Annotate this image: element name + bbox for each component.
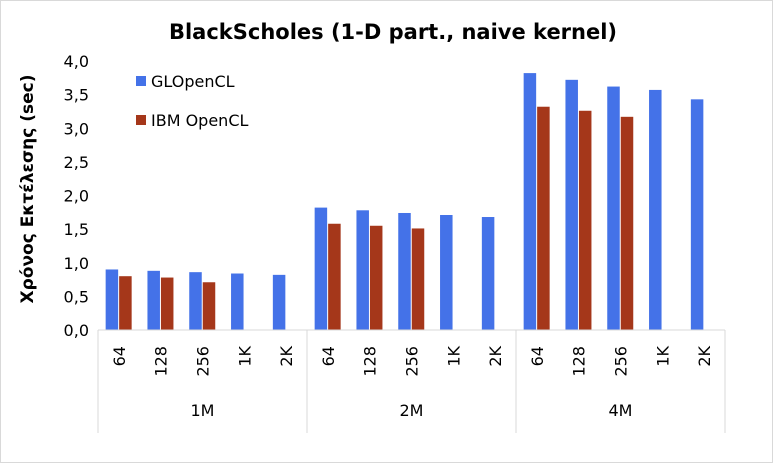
x-tick-label: 256 <box>612 346 631 377</box>
x-tick-label: 128 <box>152 346 171 377</box>
bar-glopencl-4M-2K <box>690 99 704 331</box>
bar-ibm-opencl-4M-64 <box>537 106 550 330</box>
chart-title: BlackScholes (1-D part., naive kernel) <box>169 20 617 44</box>
bar-ibm-opencl-4M-256 <box>620 116 634 330</box>
legend-label-ibm-opencl: IBM OpenCL <box>151 111 248 130</box>
x-tick-label: 128 <box>570 346 589 377</box>
x-tick-label: 64 <box>319 346 338 366</box>
x-tick-label: 1K <box>235 345 254 366</box>
y-tick-label: 2,5 <box>64 153 89 172</box>
x-tick-label: 64 <box>110 346 129 366</box>
bar-glopencl-2M-1K <box>440 215 453 330</box>
y-tick-label: 0,0 <box>64 321 89 340</box>
x-tick-label: 1K <box>653 345 672 366</box>
x-group-label: 1M <box>191 401 215 420</box>
y-axis-label: Χρόνος Εκτέλεσης (sec) <box>18 74 38 303</box>
bar-ibm-opencl-2M-64 <box>328 223 341 330</box>
bar-glopencl-2M-2K <box>481 217 495 330</box>
x-tick-label: 2K <box>277 345 296 366</box>
y-axis-ticks: 0,0 0,5 1,0 1,5 2,0 2,5 3,0 3,5 4,0 <box>64 52 89 340</box>
x-tick-label: 2K <box>695 345 714 366</box>
bar-ibm-opencl-4M-128 <box>578 110 592 330</box>
y-tick-label: 0,5 <box>64 287 89 306</box>
bar-glopencl-4M-256 <box>607 86 620 331</box>
bar-ibm-opencl-1M-256 <box>202 282 216 330</box>
bar-glopencl-1M-256 <box>189 272 202 330</box>
bar-glopencl-2M-128 <box>356 210 369 330</box>
bar-glopencl-1M-128 <box>147 270 160 330</box>
x-tick-label: 256 <box>403 346 422 377</box>
legend: GLOpenCL IBM OpenCL <box>136 72 248 130</box>
y-tick-label: 4,0 <box>64 52 89 71</box>
x-tick-label: 2K <box>486 345 505 366</box>
bar-glopencl-1M-1K <box>231 273 244 330</box>
x-tick-label: 128 <box>361 346 380 377</box>
y-tick-label: 1,5 <box>64 220 89 239</box>
y-tick-label: 3,0 <box>64 119 89 138</box>
bar-glopencl-1M-2K <box>272 274 286 330</box>
bar-glopencl-2M-256 <box>398 212 411 330</box>
legend-label-glopencl: GLOpenCL <box>151 72 235 91</box>
bar-ibm-opencl-1M-128 <box>160 277 174 330</box>
bar-ibm-opencl-1M-64 <box>119 276 132 330</box>
bar-glopencl-4M-64 <box>523 73 537 330</box>
y-tick-label: 1,0 <box>64 254 89 273</box>
bar-glopencl-4M-1K <box>649 89 662 330</box>
x-group-label: 4M <box>609 401 633 420</box>
x-axis: 64 128 256 1K 2K 1M 64 128 256 1K 2K 2M 64 128 256 1K 2K… <box>97 329 726 433</box>
x-group-label: 2M <box>400 401 424 420</box>
bars <box>105 73 704 331</box>
bar-ibm-opencl-2M-128 <box>369 225 383 330</box>
bar-glopencl-1M-64 <box>105 269 119 330</box>
x-tick-label: 64 <box>528 346 547 366</box>
bar-glopencl-4M-128 <box>565 79 578 330</box>
legend-swatch-ibm-opencl <box>136 115 146 125</box>
bar-glopencl-2M-64 <box>314 207 328 330</box>
y-tick-label: 3,5 <box>64 86 89 105</box>
x-tick-label: 256 <box>194 346 213 377</box>
y-tick-label: 2,0 <box>64 187 89 206</box>
x-tick-label: 1K <box>444 345 463 366</box>
bar-ibm-opencl-2M-256 <box>411 228 425 330</box>
legend-swatch-glopencl <box>136 76 146 86</box>
